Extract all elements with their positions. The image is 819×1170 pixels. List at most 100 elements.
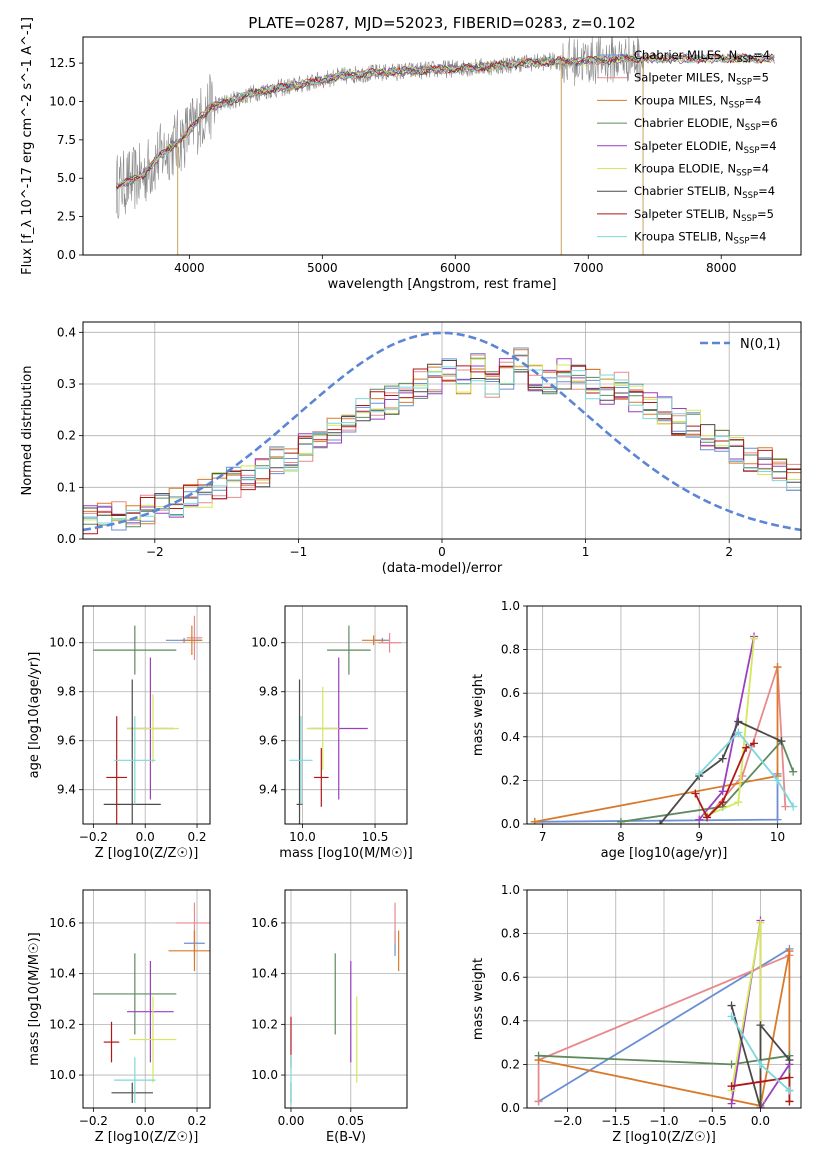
legend-label: Kroupa ELODIE, NSSP=4 (634, 162, 769, 179)
weight-marker (756, 1021, 765, 1030)
weight-marker (534, 1051, 543, 1060)
y-axis-label: Flux [f_λ 10^-17 erg cm^-2 s^-1 A^-1] (20, 17, 35, 275)
weight-marker (773, 663, 782, 672)
y-tick-label: 9.4 (259, 783, 278, 797)
weight-marker (718, 754, 727, 763)
weight-marker (738, 772, 747, 781)
weight-marker (789, 802, 798, 811)
x-tick-label: −0.5 (698, 1114, 727, 1128)
weight-marker (691, 789, 700, 798)
y-tick-label: 0.0 (57, 248, 76, 262)
y-axis-label: mass weight (471, 674, 486, 756)
weight-marker (727, 1012, 736, 1021)
y-axis-label: age [log10(age/yr)] (27, 652, 42, 779)
weight-line-0 (538, 948, 790, 1103)
weight-line-2 (538, 950, 791, 1107)
y-tick-label: 10.2 (251, 1017, 278, 1031)
plot-area (93, 902, 210, 1103)
x-tick-label: 0.0 (136, 830, 155, 844)
weight-marker (750, 739, 759, 748)
y-tick-label: 1.0 (501, 599, 520, 613)
x-tick-label: 0.2 (187, 830, 206, 844)
x-tick-label: 4000 (174, 261, 205, 275)
weight-marker (530, 817, 539, 824)
chart-residuals: −2 −1 0 1 2 0.0 0.1 0.2 0.3 0.4 N(0,1) (data-model)… (20, 321, 802, 576)
y-tick-label: 10.0 (49, 94, 76, 108)
x-tick-label: 7 (539, 830, 547, 844)
y-tick-label: 0.6 (501, 970, 520, 984)
y-tick-label: 10.6 (251, 916, 278, 930)
plot-area (83, 331, 801, 535)
plot-area (289, 625, 402, 824)
y-tick-label: 0.1 (57, 480, 76, 494)
weight-marker (777, 737, 786, 746)
histogram-5 (83, 358, 801, 521)
weight-marker (703, 813, 712, 822)
panels: 4000 5000 6000 7000 80000.02.55.07.510.012.5… (20, 17, 802, 1145)
y-tick-label: 0.0 (501, 817, 520, 831)
plot-area (93, 615, 203, 824)
y-axis-label: mass [log10(M/M☉)] (27, 932, 42, 1065)
x-tick-label: 8000 (706, 261, 737, 275)
figure-title: PLATE=0287, MJD=52023, FIBERID=0283, z=0… (248, 14, 635, 32)
histogram-6 (83, 360, 801, 516)
legend: N(0,1) (700, 337, 781, 352)
y-tick-label: 10.0 (49, 1068, 76, 1082)
legend-label: Chabrier ELODIE, NSSP=6 (634, 116, 778, 133)
y-tick-label: 0.4 (57, 325, 76, 339)
weight-line-2 (534, 667, 779, 823)
chart-spectrum: 4000 5000 6000 7000 8000 0.0 2.5 5.0 7.5 10.0 12.5… (20, 17, 802, 292)
weight-marker (789, 767, 798, 776)
weight-marker (785, 1097, 794, 1106)
gaussian-reference (83, 331, 801, 532)
weight-marker (734, 728, 743, 737)
axes-frame (526, 889, 802, 1109)
weight-marker (695, 769, 704, 778)
y-tick-label: 0.0 (501, 1101, 520, 1115)
legend: Chabrier MILES, NSSP=4 Salpeter MILES, NS… (597, 48, 778, 247)
y-tick-label: 10.4 (49, 967, 76, 981)
x-axis-label: Z [log10(Z/Z☉)] (612, 1130, 716, 1145)
weight-line-8 (698, 731, 794, 808)
x-tick-label: 6000 (440, 261, 471, 275)
y-tick-label: 2.5 (57, 210, 76, 224)
weight-marker (727, 1082, 736, 1091)
weight-marker (750, 634, 759, 643)
x-tick-label: −1 (290, 545, 308, 559)
plot-area (290, 902, 400, 1106)
y-axis-label: Normed distribution (20, 366, 35, 496)
x-tick-label: 1 (582, 545, 590, 559)
x-tick-label: 7000 (573, 261, 604, 275)
x-axis-label: E(B-V) (326, 1130, 366, 1145)
weight-marker (695, 815, 704, 824)
weight-marker (734, 798, 743, 807)
weight-marker (727, 1060, 736, 1069)
y-tick-label: 0.8 (501, 643, 520, 657)
axes-frame (284, 605, 408, 825)
axes-frame (82, 889, 211, 1109)
x-axis-label: age [log10(age/yr)] (601, 846, 728, 861)
model-line-6 (115, 53, 775, 190)
x-axis-label: wavelength [Angstrom, rest frame] (328, 277, 557, 292)
weight-line-3 (620, 739, 795, 823)
legend-label: Kroupa MILES, NSSP=4 (634, 93, 761, 110)
weight-marker (534, 1097, 543, 1106)
weight-marker (756, 918, 765, 927)
y-tick-label: 0.4 (501, 730, 520, 744)
x-tick-label: 10 (770, 830, 785, 844)
weight-marker (785, 1056, 794, 1065)
legend-label: Salpeter MILES, NSSP=5 (634, 71, 769, 88)
weight-marker (773, 776, 782, 785)
y-tick-label: 10.0 (251, 1068, 278, 1082)
histogram-8 (83, 354, 801, 524)
y-tick-label: 0.2 (501, 1057, 520, 1071)
y-tick-label: 12.5 (49, 56, 76, 70)
y-axis-label: mass weight (471, 958, 486, 1040)
x-tick-label: −1.5 (601, 1114, 630, 1128)
plot-area (530, 632, 798, 824)
plot-area (115, 37, 775, 255)
x-tick-label: 10.5 (362, 830, 389, 844)
y-tick-label: 10.2 (49, 1017, 76, 1031)
x-tick-label: 0.0 (136, 1114, 155, 1128)
weight-marker (742, 743, 751, 752)
